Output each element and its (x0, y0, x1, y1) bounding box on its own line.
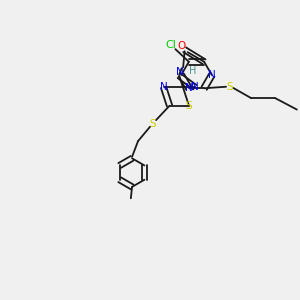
Text: N: N (160, 82, 167, 92)
Text: S: S (186, 101, 192, 111)
Text: O: O (177, 41, 185, 51)
Text: S: S (226, 82, 233, 92)
Text: N: N (176, 67, 184, 76)
Text: S: S (150, 119, 156, 129)
Text: Cl: Cl (165, 40, 176, 50)
Text: H: H (189, 66, 197, 76)
Text: N: N (208, 70, 216, 80)
Text: N: N (191, 82, 199, 92)
Text: N: N (185, 83, 193, 93)
